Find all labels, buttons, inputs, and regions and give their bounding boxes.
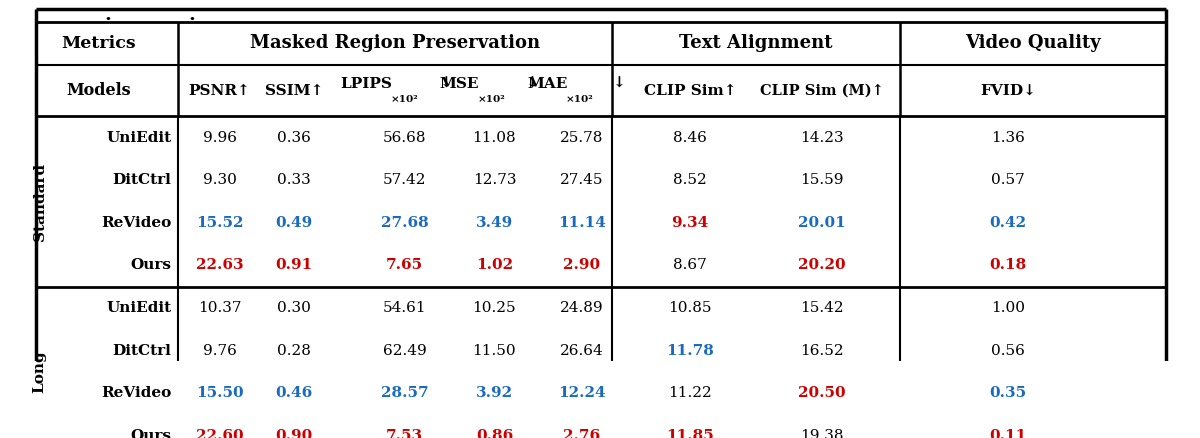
- Text: 3.92: 3.92: [476, 386, 512, 400]
- Text: 20.20: 20.20: [798, 258, 846, 272]
- Text: 11.50: 11.50: [473, 344, 516, 358]
- Text: 26.64: 26.64: [560, 344, 604, 358]
- Text: 0.86: 0.86: [475, 429, 514, 438]
- Text: 20.50: 20.50: [798, 386, 846, 400]
- Text: 7.65: 7.65: [386, 258, 422, 272]
- Text: 0.33: 0.33: [277, 173, 311, 187]
- Text: 16.52: 16.52: [800, 344, 844, 358]
- Text: 11.08: 11.08: [473, 131, 516, 145]
- Text: ReVideo: ReVideo: [101, 216, 172, 230]
- Text: 0.11: 0.11: [989, 429, 1027, 438]
- Text: 1.02: 1.02: [476, 258, 512, 272]
- Text: ×10²: ×10²: [565, 95, 594, 104]
- Text: 11.85: 11.85: [666, 429, 714, 438]
- Text: 19.38: 19.38: [800, 429, 844, 438]
- Text: 9.76: 9.76: [203, 344, 236, 358]
- Text: SSIM↑: SSIM↑: [265, 84, 323, 98]
- Text: 0.35: 0.35: [990, 386, 1026, 400]
- Text: 12.24: 12.24: [558, 386, 606, 400]
- Text: MSE: MSE: [440, 77, 479, 91]
- Text: 54.61: 54.61: [383, 301, 426, 315]
- Text: LPIPS: LPIPS: [340, 77, 392, 91]
- Text: UniEdit: UniEdit: [107, 131, 172, 145]
- Text: CLIP Sim (M)↑: CLIP Sim (M)↑: [760, 84, 884, 98]
- Text: ↓: ↓: [526, 77, 538, 91]
- Text: 27.45: 27.45: [560, 173, 604, 187]
- Text: 56.68: 56.68: [383, 131, 426, 145]
- Text: 0.49: 0.49: [275, 216, 313, 230]
- Text: 62.49: 62.49: [383, 344, 426, 358]
- Text: FVID↓: FVID↓: [980, 84, 1036, 98]
- Text: 24.89: 24.89: [560, 301, 604, 315]
- Text: Long: Long: [32, 351, 47, 393]
- Text: ×10²: ×10²: [390, 95, 419, 104]
- Text: 8.67: 8.67: [673, 258, 707, 272]
- Text: 0.91: 0.91: [275, 258, 313, 272]
- Text: 14.23: 14.23: [800, 131, 844, 145]
- Text: UniEdit: UniEdit: [107, 301, 172, 315]
- Text: 2.90: 2.90: [564, 258, 600, 272]
- Text: 11.14: 11.14: [558, 216, 606, 230]
- Text: Models: Models: [66, 82, 131, 99]
- Text: Ours: Ours: [131, 429, 172, 438]
- Text: 2.76: 2.76: [564, 429, 600, 438]
- Text: DitCtrl: DitCtrl: [113, 173, 172, 187]
- Text: 0.28: 0.28: [277, 344, 311, 358]
- Text: ↓: ↓: [440, 77, 452, 91]
- Text: 0.18: 0.18: [989, 258, 1027, 272]
- Text: 0.42: 0.42: [990, 216, 1026, 230]
- Text: MAE: MAE: [527, 77, 568, 91]
- Text: 12.73: 12.73: [473, 173, 516, 187]
- Text: 0.90: 0.90: [275, 429, 313, 438]
- Text: .: .: [104, 6, 112, 25]
- Text: Text Alignment: Text Alignment: [679, 34, 833, 53]
- Text: 10.37: 10.37: [198, 301, 241, 315]
- Text: 0.36: 0.36: [277, 131, 311, 145]
- Text: 10.25: 10.25: [473, 301, 516, 315]
- Text: CLIP Sim↑: CLIP Sim↑: [643, 84, 737, 98]
- Text: PSNR↑: PSNR↑: [188, 84, 251, 98]
- Text: 0.30: 0.30: [277, 301, 311, 315]
- Text: 11.22: 11.22: [668, 386, 712, 400]
- Text: 1.00: 1.00: [991, 301, 1025, 315]
- Text: 0.57: 0.57: [991, 173, 1025, 187]
- Text: 27.68: 27.68: [380, 216, 428, 230]
- Text: 28.57: 28.57: [380, 386, 428, 400]
- Text: 1.36: 1.36: [991, 131, 1025, 145]
- Text: ReVideo: ReVideo: [101, 386, 172, 400]
- Text: 25.78: 25.78: [560, 131, 604, 145]
- Text: 7.53: 7.53: [386, 429, 422, 438]
- Text: Standard: Standard: [32, 162, 47, 240]
- Text: 9.30: 9.30: [203, 173, 236, 187]
- Text: 0.56: 0.56: [991, 344, 1025, 358]
- Text: 0.46: 0.46: [275, 386, 313, 400]
- Text: 8.52: 8.52: [673, 173, 707, 187]
- Text: 11.78: 11.78: [666, 344, 714, 358]
- Text: Metrics: Metrics: [61, 35, 136, 52]
- Text: 9.34: 9.34: [671, 216, 709, 230]
- Text: 9.96: 9.96: [203, 131, 236, 145]
- Text: ↓: ↓: [613, 77, 625, 91]
- Text: 57.42: 57.42: [383, 173, 426, 187]
- Text: 20.01: 20.01: [798, 216, 846, 230]
- Text: 22.60: 22.60: [196, 429, 244, 438]
- Text: 8.46: 8.46: [673, 131, 707, 145]
- Text: Ours: Ours: [131, 258, 172, 272]
- Text: 15.52: 15.52: [196, 216, 244, 230]
- Text: 22.63: 22.63: [196, 258, 244, 272]
- Text: .: .: [188, 6, 196, 25]
- Text: 3.49: 3.49: [475, 216, 514, 230]
- Text: DitCtrl: DitCtrl: [113, 344, 172, 358]
- Text: 15.59: 15.59: [800, 173, 844, 187]
- Text: 10.85: 10.85: [668, 301, 712, 315]
- Text: Masked Region Preservation: Masked Region Preservation: [250, 34, 540, 53]
- Text: Video Quality: Video Quality: [965, 34, 1102, 53]
- Text: ×10²: ×10²: [478, 95, 506, 104]
- Text: 15.42: 15.42: [800, 301, 844, 315]
- Text: 15.50: 15.50: [196, 386, 244, 400]
